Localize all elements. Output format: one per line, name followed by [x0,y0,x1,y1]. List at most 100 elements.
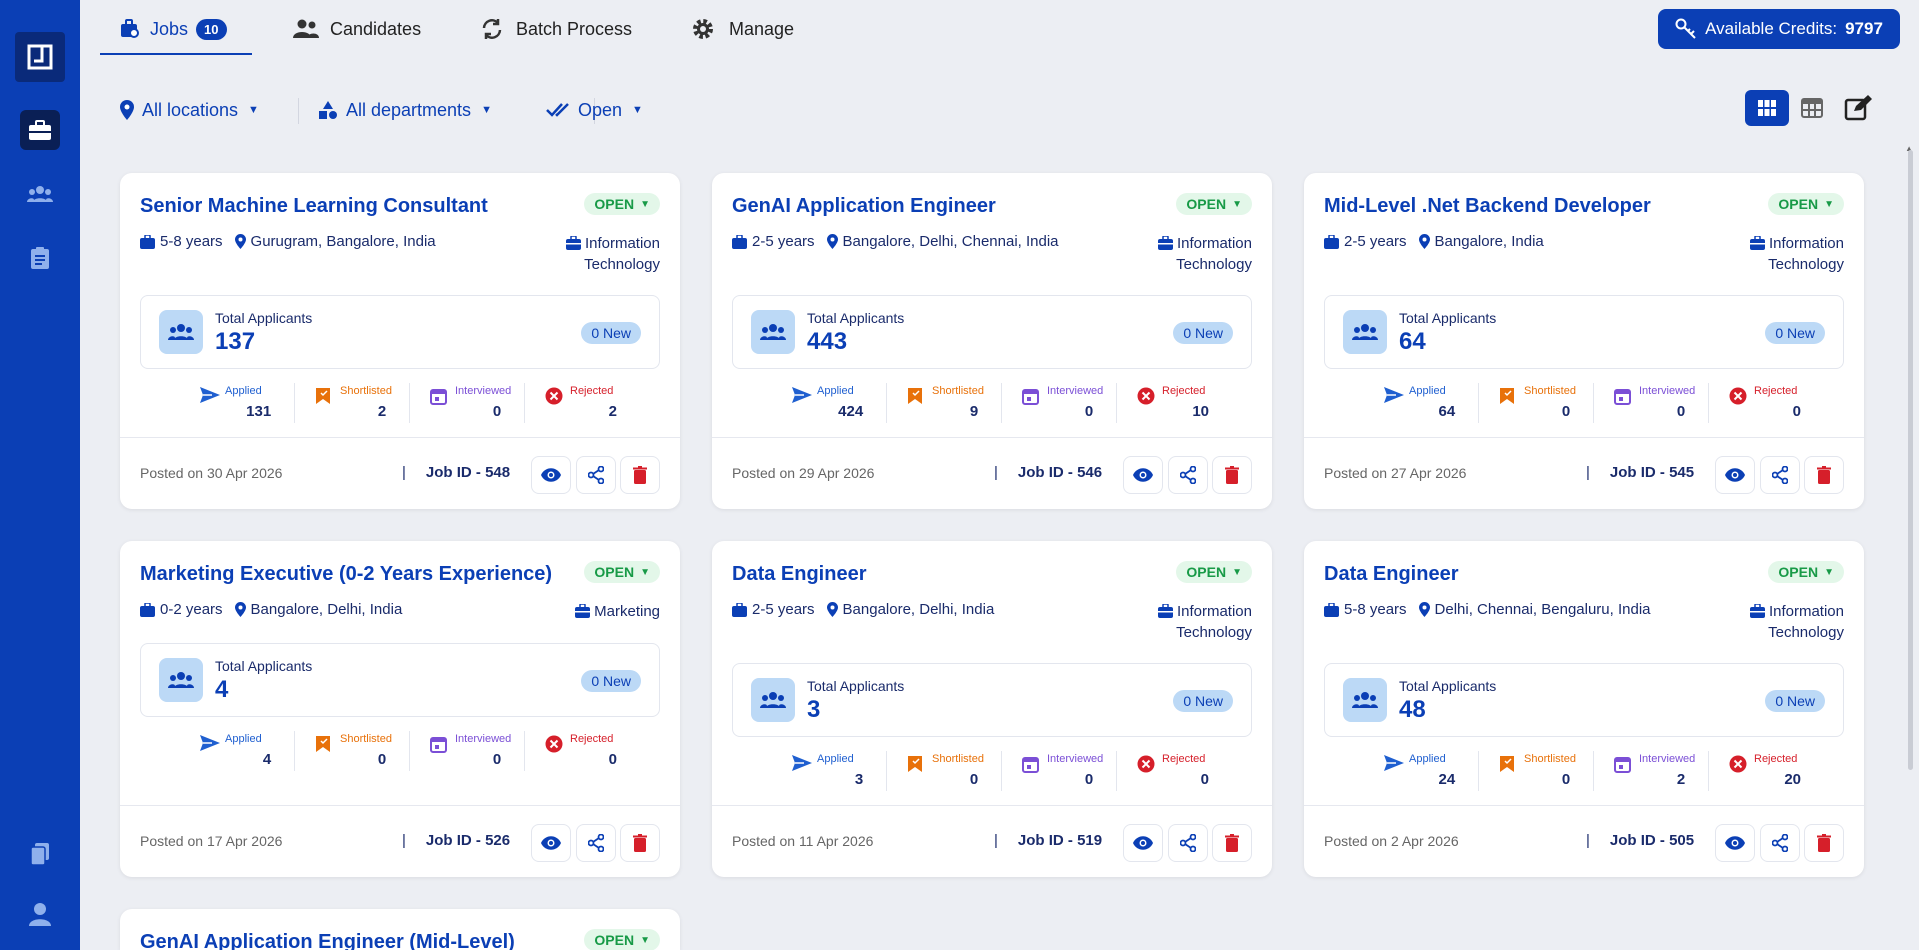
share-button[interactable] [576,824,616,862]
x-circle-icon [1137,755,1155,773]
view-button[interactable] [531,824,571,862]
sidebar-item-candidates[interactable] [20,174,60,214]
scroll-up-arrow[interactable]: ▲ [1905,144,1913,153]
stat-interviewed[interactable]: Interviewed 0 [410,731,525,771]
share-button[interactable] [576,456,616,494]
job-card[interactable]: Senior Machine Learning Consultant OPEN ▼… [120,173,680,509]
stat-rejected[interactable]: Rejected 2 [525,383,640,423]
view-button[interactable] [1715,456,1755,494]
sidebar-item-documents[interactable] [20,834,60,874]
stat-applied[interactable]: Applied 3 [772,751,887,791]
stat-shortlisted[interactable]: Shortlisted 9 [887,383,1002,423]
view-button[interactable] [1123,456,1163,494]
total-applicants-box[interactable]: Total Applicants 4 0 New [140,643,660,717]
applied-count: 64 [1438,403,1456,420]
stat-applied[interactable]: Applied 64 [1364,383,1479,423]
job-title[interactable]: Senior Machine Learning Consultant [140,195,488,217]
grid-view-button[interactable] [1745,90,1789,126]
sidebar-item-clipboard[interactable] [20,238,60,278]
app-logo[interactable] [15,32,65,82]
delete-button[interactable] [620,824,660,862]
available-credits-button[interactable]: Available Credits: 9797 [1658,9,1900,49]
stat-rejected[interactable]: Rejected 20 [1709,751,1824,791]
status-dropdown[interactable]: OPEN ▼ [1176,193,1252,215]
stat-interviewed[interactable]: Interviewed 2 [1594,751,1709,791]
delete-button[interactable] [620,456,660,494]
job-title[interactable]: GenAI Application Engineer (Mid-Level) [140,931,515,950]
status-dropdown[interactable]: OPEN ▼ [584,193,660,215]
job-card[interactable]: Data Engineer OPEN ▼ 2-5 years Bangalore,… [712,541,1272,877]
stat-shortlisted[interactable]: Shortlisted 2 [295,383,410,423]
status-dropdown[interactable]: OPEN ▼ [584,929,660,950]
status-dropdown[interactable]: OPEN ▼ [1768,561,1844,583]
delete-button[interactable] [1212,824,1252,862]
status-filter[interactable]: Open ▼ [546,96,643,124]
delete-button[interactable] [1212,456,1252,494]
applied-label: Applied [817,753,854,765]
stat-interviewed[interactable]: Interviewed 0 [1002,751,1117,791]
stat-rejected[interactable]: Rejected 0 [1709,383,1824,423]
stat-rejected[interactable]: Rejected 0 [525,731,640,771]
calendar-icon [430,737,447,753]
stat-rejected[interactable]: Rejected 0 [1117,751,1232,791]
total-applicants-box[interactable]: Total Applicants 48 0 New [1324,663,1844,737]
briefcase-icon [732,602,747,617]
job-card[interactable]: GenAI Application Engineer OPEN ▼ 2-5 yea… [712,173,1272,509]
stat-interviewed[interactable]: Interviewed 0 [410,383,525,423]
tab-batch-process[interactable]: Batch Process [480,14,632,44]
total-applicants-label: Total Applicants [215,310,313,326]
map-pin-icon [234,234,246,249]
tab-jobs[interactable]: Jobs 10 [120,14,227,44]
job-title[interactable]: Marketing Executive (0-2 Years Experienc… [140,563,553,585]
job-card[interactable]: Marketing Executive (0-2 Years Experienc… [120,541,680,877]
delete-button[interactable] [1804,456,1844,494]
delete-button[interactable] [1804,824,1844,862]
scrollbar[interactable] [1908,150,1913,770]
share-icon [1772,466,1788,484]
table-view-button[interactable] [1790,90,1834,126]
job-card[interactable]: Data Engineer OPEN ▼ 5-8 years Delhi, Che… [1304,541,1864,877]
status-dropdown[interactable]: OPEN ▼ [1768,193,1844,215]
total-applicants-box[interactable]: Total Applicants 137 0 New [140,295,660,369]
share-button[interactable] [1760,456,1800,494]
location-filter[interactable]: All locations ▼ [120,96,259,124]
stat-applied[interactable]: Applied 4 [180,731,295,771]
stat-shortlisted[interactable]: Shortlisted 0 [1479,751,1594,791]
job-card[interactable]: GenAI Application Engineer (Mid-Level) O… [120,909,680,950]
stat-shortlisted[interactable]: Shortlisted 0 [887,751,1002,791]
job-title[interactable]: Data Engineer [1324,563,1459,585]
job-title[interactable]: Mid-Level .Net Backend Developer [1324,195,1651,217]
stat-interviewed[interactable]: Interviewed 0 [1002,383,1117,423]
experience: 5-8 years [1344,601,1407,618]
stat-shortlisted[interactable]: Shortlisted 0 [295,731,410,771]
tab-candidates[interactable]: Candidates [292,14,421,44]
view-button[interactable] [1123,824,1163,862]
sidebar-item-jobs[interactable] [20,110,60,150]
job-card[interactable]: Mid-Level .Net Backend Developer OPEN ▼ 2… [1304,173,1864,509]
sidebar-item-profile[interactable] [20,894,60,934]
total-applicants-box[interactable]: Total Applicants 3 0 New [732,663,1252,737]
job-title[interactable]: GenAI Application Engineer [732,195,996,217]
tab-manage[interactable]: Manage [691,14,794,44]
share-button[interactable] [1760,824,1800,862]
total-applicants-box[interactable]: Total Applicants 64 0 New [1324,295,1844,369]
view-button[interactable] [531,456,571,494]
share-button[interactable] [1168,456,1208,494]
stat-shortlisted[interactable]: Shortlisted 0 [1479,383,1594,423]
view-button[interactable] [1715,824,1755,862]
create-job-button[interactable] [1836,90,1880,126]
total-applicants-box[interactable]: Total Applicants 443 0 New [732,295,1252,369]
department-filter[interactable]: All departments ▼ [318,96,492,124]
stat-applied[interactable]: Applied 131 [180,383,295,423]
pipeline-stats: Applied 131 Shortlisted 2 Interviewed 0 Rej… [180,383,640,423]
status-dropdown[interactable]: OPEN ▼ [1176,561,1252,583]
status-dropdown[interactable]: OPEN ▼ [584,561,660,583]
stat-applied[interactable]: Applied 24 [1364,751,1479,791]
share-button[interactable] [1168,824,1208,862]
job-title[interactable]: Data Engineer [732,563,867,585]
bookmark-icon [908,388,922,404]
stat-rejected[interactable]: Rejected 10 [1117,383,1232,423]
stat-interviewed[interactable]: Interviewed 0 [1594,383,1709,423]
stat-applied[interactable]: Applied 424 [772,383,887,423]
active-tab-indicator [100,53,252,55]
